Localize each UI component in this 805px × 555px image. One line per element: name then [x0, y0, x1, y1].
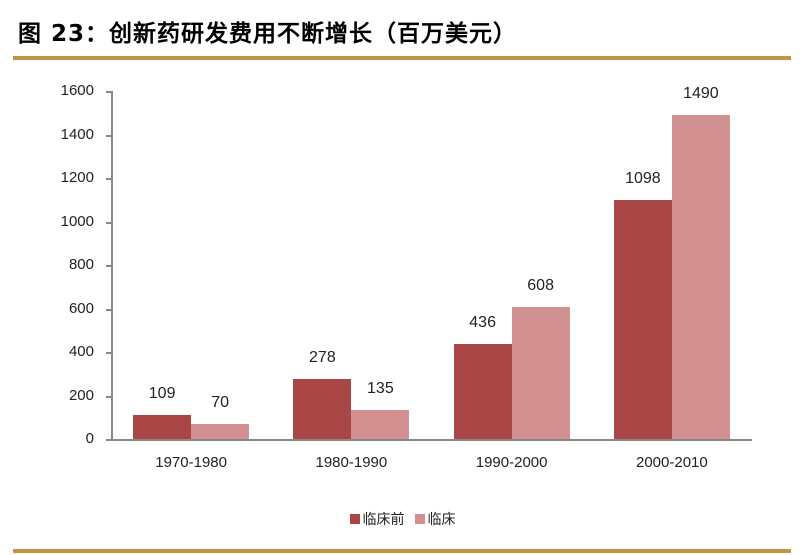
legend-item-clinical: 临床 [414, 509, 456, 529]
y-axis [111, 91, 113, 440]
y-tick-mark [106, 265, 112, 267]
y-tick-label: 400 [68, 343, 94, 360]
bar-value-label: 278 [309, 348, 336, 366]
y-tick-mark [106, 352, 112, 354]
x-axis [111, 439, 752, 441]
legend-item-preclinical: 临床前 [349, 509, 405, 529]
y-tick-label: 1600 [60, 82, 94, 99]
x-category-label: 1990-2000 [475, 454, 548, 471]
bar-clinical [671, 114, 730, 439]
y-tick-mark [106, 395, 112, 398]
legend-label-preclinical: 临床前 [362, 512, 405, 528]
bar-value-label: 109 [148, 385, 176, 403]
y-tick-label: 200 [68, 386, 94, 404]
bar-value-label: 608 [527, 276, 554, 294]
bar-preclinical [133, 415, 192, 439]
y-tick-mark [106, 439, 112, 441]
bar-clinical [351, 409, 410, 439]
y-tick-mark [106, 91, 112, 93]
y-tick-mark [106, 221, 112, 224]
bar-value-label: 1098 [625, 170, 661, 188]
bar-value-label: 135 [367, 379, 394, 397]
bar-clinical [511, 306, 570, 439]
page-title: 图 23：创新药研发费用不断增长（百万美元） [18, 21, 518, 47]
y-tick-label: 0 [85, 430, 94, 447]
bar-preclinical [613, 200, 672, 439]
footer-divider [13, 549, 791, 553]
y-tick-label: 600 [68, 299, 94, 317]
x-category-label: 1980-1990 [315, 454, 388, 471]
y-tick-label: 1200 [60, 169, 94, 186]
y-tick-label: 1400 [60, 125, 94, 143]
legend-swatch-clinical [414, 514, 425, 524]
bar-value-label: 436 [469, 314, 496, 332]
title-divider [13, 56, 791, 60]
legend-label-clinical: 临床 [427, 512, 456, 528]
legend-swatch-preclinical [349, 514, 360, 524]
chart-legend: 临床前 临床 [0, 509, 805, 529]
y-tick-label: 800 [68, 256, 94, 273]
y-tick-mark [106, 178, 112, 180]
y-tick-label: 1000 [60, 212, 94, 230]
x-category-label: 2000-2010 [636, 454, 708, 471]
bar-preclinical [453, 344, 512, 439]
bar-value-label: 1490 [683, 84, 719, 102]
bar-preclinical [293, 378, 352, 439]
y-tick-mark [106, 134, 112, 137]
bar-value-label: 70 [211, 393, 230, 411]
x-category-label: 1970-1980 [155, 454, 227, 471]
bar-clinical [191, 423, 250, 439]
y-tick-mark [106, 308, 112, 311]
